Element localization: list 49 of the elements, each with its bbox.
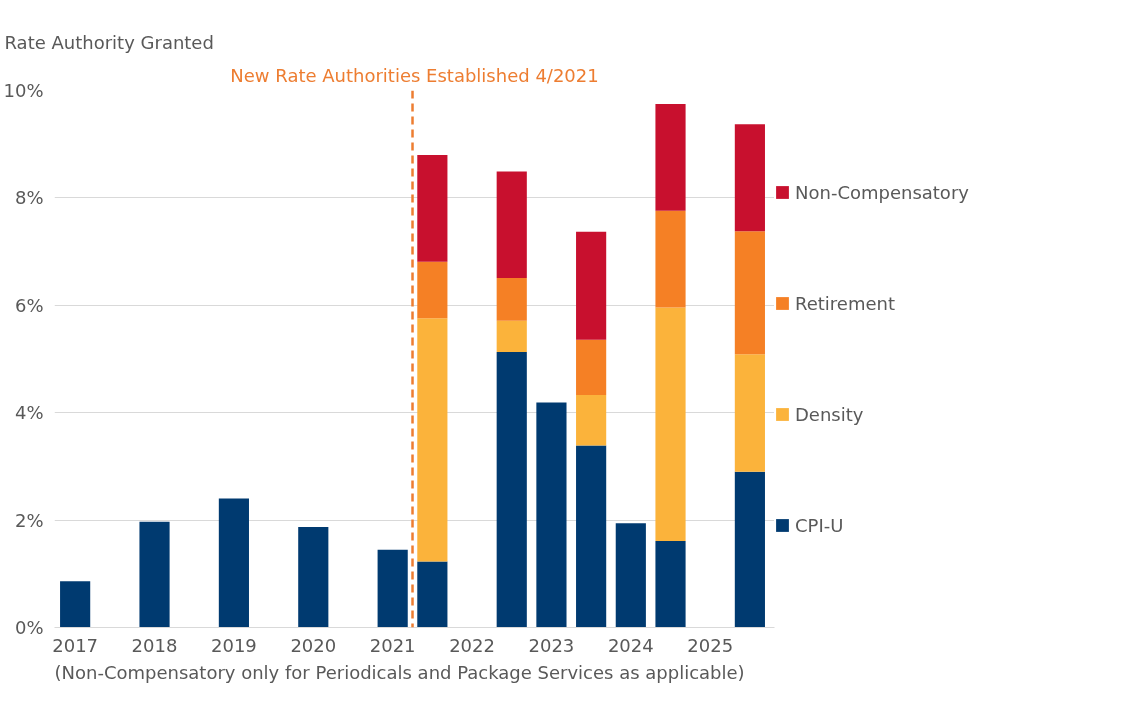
bar — [417, 154, 448, 262]
bar — [218, 498, 249, 628]
bar — [496, 352, 527, 628]
legend-label: Retirement — [795, 292, 895, 314]
y-tick-label: 6% — [14, 294, 44, 316]
bar — [655, 307, 686, 542]
bar — [496, 277, 527, 321]
bar — [417, 318, 448, 562]
bar — [60, 581, 91, 628]
bar — [576, 445, 607, 628]
bar — [536, 402, 567, 628]
bar — [298, 527, 329, 628]
bar — [734, 354, 765, 472]
ref-line-label: New Rate Authorities Established 4/2021 — [230, 64, 599, 86]
y-tick-label: 10% — [3, 80, 44, 101]
bar — [734, 471, 765, 628]
bar — [496, 320, 527, 353]
bar — [655, 541, 686, 628]
bar — [655, 103, 686, 211]
y-axis-title: Rate Authority Granted — [4, 31, 214, 53]
bar — [377, 549, 408, 628]
x-tick-label: 2024 — [607, 634, 654, 656]
bar — [496, 171, 527, 278]
bar — [615, 523, 646, 628]
bar — [417, 561, 448, 628]
y-tick-label: 2% — [14, 509, 44, 531]
y-tick-label: 0% — [14, 617, 44, 638]
x-tick-label: 2018 — [131, 634, 178, 656]
y-tick-label: 4% — [14, 402, 44, 424]
text: (Non-Compensatory only for Periodicals and Package Services as applicable) — [54, 661, 745, 683]
x-tick-label: 2025 — [687, 634, 734, 656]
bar — [576, 231, 607, 340]
bar — [417, 261, 448, 319]
x-tick-label: 2021 — [369, 634, 416, 656]
bar — [734, 124, 765, 232]
legend-label: Non-Compensatory — [795, 181, 969, 203]
bar — [576, 339, 607, 395]
x-tick-label: 2023 — [528, 634, 575, 656]
x-tick-label: 2022 — [449, 634, 495, 656]
bar — [576, 394, 607, 446]
x-tick-label: 2020 — [290, 634, 337, 656]
x-tick-label: 2017 — [52, 634, 99, 656]
bar — [655, 210, 686, 308]
y-tick-label: 8% — [14, 187, 44, 209]
bar — [734, 231, 765, 355]
x-tick-label: 2019 — [211, 634, 257, 656]
legend-label: CPI-U — [795, 514, 844, 536]
legend-label: Density — [795, 403, 864, 425]
bar — [139, 521, 170, 628]
